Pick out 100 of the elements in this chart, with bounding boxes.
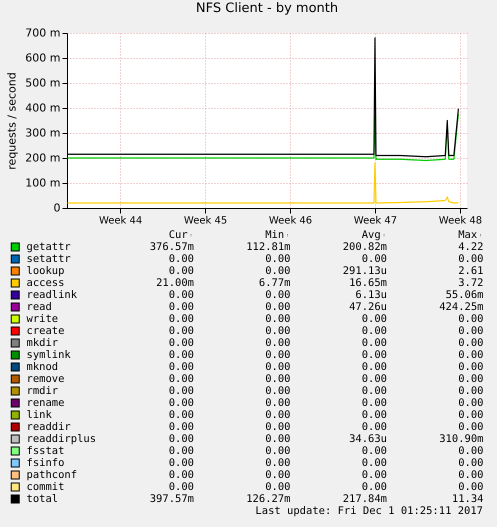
- y-axis-title: requests / second: [5, 72, 18, 170]
- text: 47.26u: [349, 301, 387, 313]
- y-tick-label: 400 m: [25, 102, 60, 114]
- text: 4.22: [458, 241, 484, 253]
- text: 0.00: [362, 421, 387, 433]
- legend-label: readlink: [26, 289, 78, 301]
- text: 0.00: [362, 469, 387, 481]
- text: 0.00: [265, 421, 290, 433]
- text: 0.00: [362, 349, 387, 361]
- text: 0.00: [168, 265, 194, 277]
- text: 6.77m: [258, 277, 290, 289]
- text: 0.00: [458, 481, 484, 493]
- text: 0.00: [168, 421, 194, 433]
- text: 217.84m: [342, 493, 387, 505]
- category-label: Min: [265, 229, 284, 241]
- text: 0.00: [362, 397, 387, 409]
- text: 0.00: [265, 445, 290, 457]
- text: 0.00: [168, 385, 194, 397]
- x-tick-label: Week 48: [438, 216, 482, 226]
- legend-label: lookup: [26, 265, 64, 277]
- text: 0.00: [458, 457, 484, 469]
- text: 0.00: [362, 253, 387, 265]
- x-tick-label: Week 44: [98, 216, 142, 226]
- text: 0.00: [265, 469, 290, 481]
- legend-label: readdir: [26, 421, 71, 433]
- text: 0.00: [265, 433, 290, 445]
- legend-label: rmdir: [26, 385, 58, 397]
- legend-label: commit: [26, 481, 64, 493]
- text: 0.00: [362, 325, 387, 337]
- text: Last update: Fri Dec 1 01:25:11 2017: [255, 505, 483, 517]
- text: 0.00: [168, 337, 194, 349]
- text: 21.00m: [156, 277, 194, 289]
- text: 0.00: [458, 397, 484, 409]
- legend-label: fsstat: [26, 445, 64, 457]
- y-tick-label: 0: [54, 202, 60, 214]
- legend-label: total: [26, 493, 58, 505]
- text: 0.00: [168, 469, 194, 481]
- text: 0.00: [265, 253, 290, 265]
- text: 0.00: [265, 481, 290, 493]
- legend-label: mknod: [26, 361, 58, 373]
- legend-label: mkdir: [26, 337, 58, 349]
- text: 0.00: [458, 349, 484, 361]
- text: 310.90m: [439, 433, 484, 445]
- text: 0.00: [168, 481, 194, 493]
- text: 0.00: [168, 253, 194, 265]
- text: 16.65m: [349, 277, 387, 289]
- text: 3.72: [458, 277, 484, 289]
- legend-label: setattr: [26, 253, 71, 265]
- y-tick-label: 300 m: [25, 126, 60, 140]
- text: 126.27m: [246, 493, 290, 505]
- text: 0.00: [362, 385, 387, 397]
- text: 0.00: [362, 337, 387, 349]
- text: 397.57m: [150, 493, 194, 505]
- text: 0.00: [168, 433, 194, 445]
- legend-label: read: [26, 301, 52, 313]
- text: 0.00: [168, 457, 194, 469]
- text: 11.34: [452, 493, 484, 505]
- text: 0.00: [265, 301, 290, 313]
- y-tick-label: 500 m: [25, 76, 60, 90]
- text: 0.00: [458, 469, 484, 481]
- text: 0.00: [265, 457, 290, 469]
- text: 0.00: [458, 337, 484, 349]
- x-tick-label: Week 46: [268, 216, 312, 226]
- legend-label: remove: [26, 373, 64, 385]
- y-tick-label: 200 m: [25, 152, 60, 164]
- text: 0.00: [458, 445, 484, 457]
- text: 0.00: [362, 313, 387, 325]
- text: 34.63u: [349, 433, 387, 445]
- text: 0.00: [168, 409, 194, 421]
- text: 0.00: [265, 289, 290, 301]
- text: 0.00: [265, 397, 290, 409]
- text: 0.00: [265, 313, 290, 325]
- x-tick-label: Week 45: [184, 216, 228, 226]
- text: 0.00: [362, 373, 387, 385]
- legend-label: access: [26, 277, 64, 289]
- text: 2.61: [458, 265, 484, 277]
- category-label: Cur: [168, 229, 188, 241]
- text: 0.00: [265, 325, 290, 337]
- text: 0.00: [458, 325, 484, 337]
- legend-label: pathconf: [26, 469, 78, 481]
- text: 0.00: [362, 361, 387, 373]
- legend-label: write: [26, 313, 58, 325]
- text: 0.00: [362, 457, 387, 469]
- text: 0.00: [168, 373, 194, 385]
- text: 0.00: [265, 337, 290, 349]
- text: 0.00: [458, 385, 484, 397]
- chart-title: NFS Client - by month: [196, 1, 338, 16]
- text: 0.00: [168, 445, 194, 457]
- category-label: Avg: [362, 229, 381, 241]
- text: 0.00: [362, 481, 387, 493]
- text: 0.00: [458, 313, 484, 325]
- text: 0.00: [458, 409, 484, 421]
- text: 376.57m: [150, 241, 194, 253]
- text: 0.00: [458, 253, 484, 265]
- legend-label: rename: [26, 397, 64, 409]
- category-label: Max: [458, 229, 478, 241]
- text: 0.00: [265, 385, 290, 397]
- y-tick-label: 100 m: [25, 176, 60, 190]
- text: 0.00: [458, 361, 484, 373]
- text: 0.00: [362, 445, 387, 457]
